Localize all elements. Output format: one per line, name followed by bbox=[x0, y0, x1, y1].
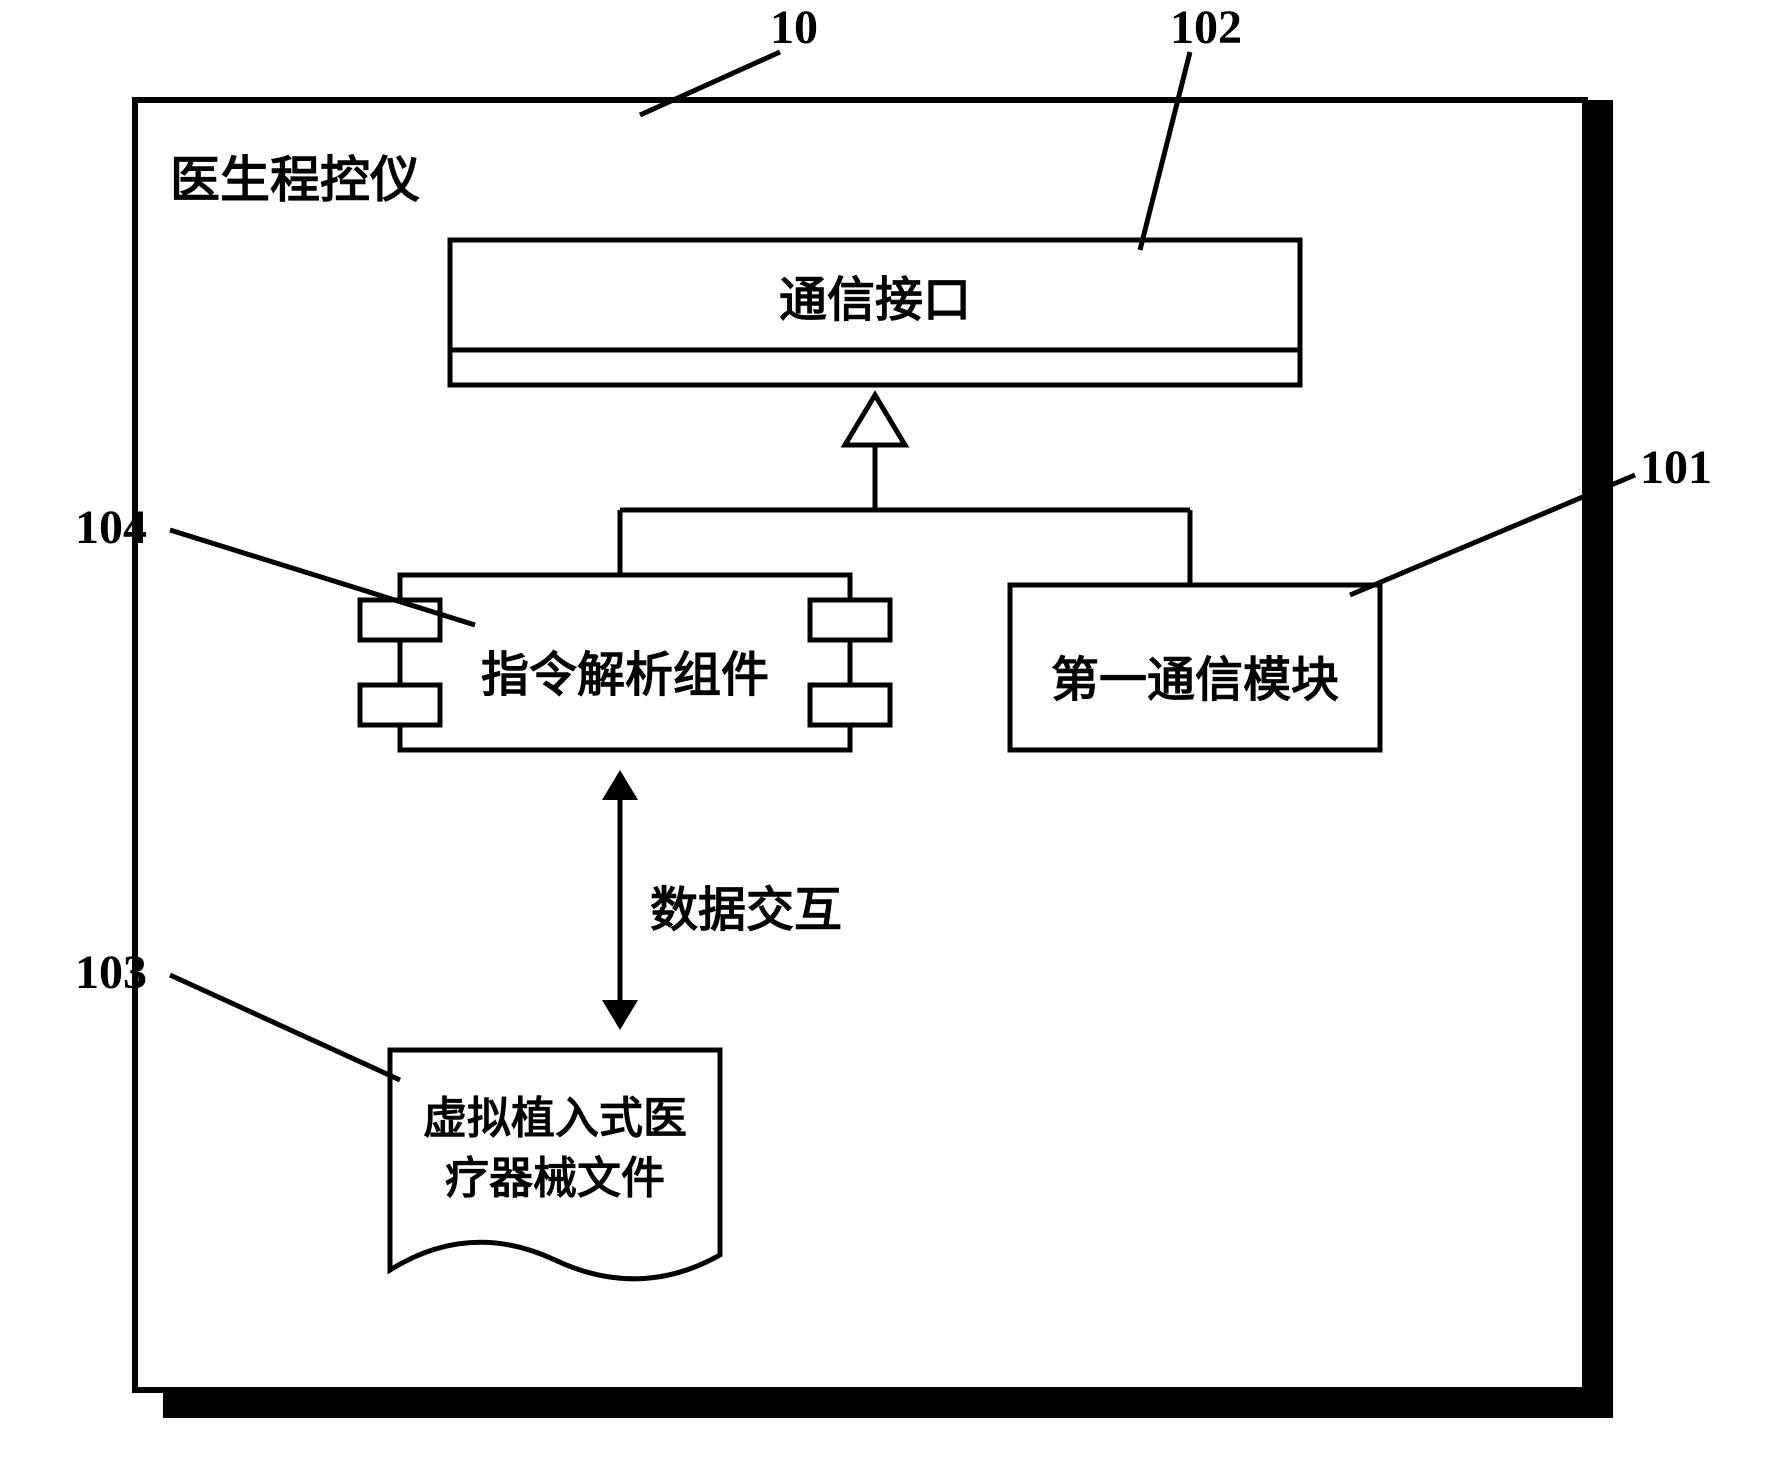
callout-102: 102 bbox=[1170, 0, 1242, 55]
callout-104: 104 bbox=[75, 500, 147, 555]
parser-label: 指令解析组件 bbox=[400, 635, 850, 705]
doc-label-1: 虚拟植入式医 bbox=[400, 1090, 710, 1147]
doc-label-2: 疗器械文件 bbox=[400, 1150, 710, 1207]
main-container-svg bbox=[0, 0, 1788, 1477]
container-title: 医生程控仪 bbox=[170, 140, 420, 212]
parser-tab-1 bbox=[360, 600, 440, 640]
callout-10: 10 bbox=[770, 0, 818, 55]
parser-tab-3 bbox=[810, 600, 890, 640]
data-exchange-label: 数据交互 bbox=[650, 870, 842, 940]
callout-101: 101 bbox=[1640, 440, 1712, 495]
interface-label: 通信接口 bbox=[450, 260, 1300, 330]
diagram-canvas: 医生程控仪 通信接口 指令解析组件 第一通信模块 数据交互 虚拟植入式医 疗器械… bbox=[0, 0, 1788, 1477]
comm-module-label: 第一通信模块 bbox=[1010, 640, 1380, 710]
callout-103: 103 bbox=[75, 945, 147, 1000]
